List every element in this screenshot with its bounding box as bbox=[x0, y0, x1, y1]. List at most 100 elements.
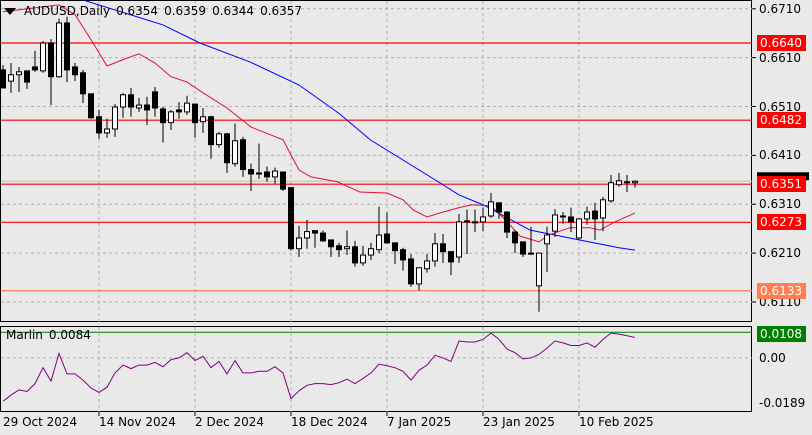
bullish-candle bbox=[480, 216, 486, 223]
price-pane-frame bbox=[0, 0, 752, 322]
price-axis-label: 0.6610 bbox=[759, 50, 801, 65]
bullish-candle bbox=[528, 252, 534, 255]
bearish-candle bbox=[400, 249, 406, 261]
bearish-candle bbox=[264, 171, 270, 178]
bearish-candle bbox=[96, 116, 102, 134]
fast-moving-average-line bbox=[2, 4, 636, 243]
bullish-candle bbox=[216, 133, 222, 146]
indicator-value: 0.0084 bbox=[48, 328, 91, 342]
indicator-title: Marlin 0.0084 bbox=[6, 328, 91, 342]
bearish-candle bbox=[568, 216, 574, 223]
indicator-axis-label: -0.0189 bbox=[759, 395, 806, 410]
bullish-candle bbox=[56, 22, 62, 78]
bearish-candle bbox=[160, 108, 166, 124]
bullish-candle bbox=[40, 42, 46, 72]
bullish-candle bbox=[432, 243, 438, 262]
slow-moving-average-line bbox=[82, 0, 636, 251]
bearish-candle bbox=[440, 243, 446, 253]
bullish-candle bbox=[136, 104, 142, 109]
bearish-candle bbox=[392, 242, 398, 252]
bullish-candle bbox=[600, 199, 606, 219]
price-axis-label: 0.6410 bbox=[759, 148, 801, 163]
bullish-candle bbox=[424, 260, 430, 270]
bearish-candle bbox=[128, 94, 134, 108]
bearish-candle bbox=[352, 246, 358, 264]
bearish-candle bbox=[408, 258, 414, 285]
bullish-candle bbox=[560, 215, 566, 218]
level-price-tag: 0.6351 bbox=[757, 176, 806, 193]
open-price: 0.6354 bbox=[116, 4, 159, 18]
date-axis-label: 18 Dec 2024 bbox=[291, 415, 368, 429]
date-axis-label: 14 Nov 2024 bbox=[99, 415, 176, 429]
bearish-candle bbox=[152, 91, 158, 109]
bearish-candle bbox=[336, 245, 342, 251]
price-axis-label: 0.6210 bbox=[759, 246, 801, 261]
bullish-candle bbox=[368, 248, 374, 256]
indicator-name: Marlin bbox=[6, 328, 43, 342]
bearish-candle bbox=[512, 231, 518, 244]
high-price: 0.6359 bbox=[164, 4, 207, 18]
bullish-candle bbox=[616, 180, 622, 186]
bullish-candle bbox=[536, 252, 542, 287]
level-price-tag: 0.6133 bbox=[757, 282, 806, 299]
bullish-candle bbox=[8, 74, 14, 82]
bearish-candle bbox=[72, 66, 78, 76]
bearish-candle bbox=[504, 211, 510, 233]
bullish-candle bbox=[576, 218, 582, 239]
bullish-candle bbox=[544, 234, 550, 245]
bearish-candle bbox=[192, 103, 198, 124]
bearish-candle bbox=[64, 22, 70, 71]
bearish-candle bbox=[320, 232, 326, 242]
bullish-candle bbox=[232, 140, 238, 165]
bullish-candle bbox=[296, 237, 302, 250]
bullish-candle bbox=[632, 180, 638, 184]
level-price-tag: 0.6640 bbox=[757, 34, 806, 51]
bullish-candle bbox=[184, 102, 190, 113]
bearish-candle bbox=[80, 72, 86, 95]
bullish-candle bbox=[360, 254, 366, 264]
bearish-candle bbox=[256, 172, 262, 175]
bullish-candle bbox=[488, 201, 494, 217]
bullish-candle bbox=[168, 111, 174, 124]
bullish-candle bbox=[112, 106, 118, 130]
bullish-candle bbox=[464, 220, 470, 223]
bearish-candle bbox=[288, 187, 294, 250]
chart-header: AUDUSD,Daily 0.6354 0.6359 0.6344 0.6357 bbox=[4, 4, 302, 18]
bullish-candle bbox=[272, 170, 278, 178]
price-axis-label: 0.6710 bbox=[759, 1, 801, 16]
indicator-level-tag: 0.0108 bbox=[757, 326, 806, 343]
bullish-candle bbox=[200, 116, 206, 123]
low-price: 0.6344 bbox=[212, 4, 255, 18]
bullish-candle bbox=[608, 182, 614, 202]
level-price-tag: 0.6273 bbox=[757, 214, 806, 231]
price-axis-label: 0.6310 bbox=[759, 197, 801, 212]
bearish-candle bbox=[240, 139, 246, 171]
bearish-candle bbox=[208, 116, 214, 146]
indicator-axis-label: 0.00 bbox=[759, 350, 786, 365]
symbol-timeframe: AUDUSD,Daily bbox=[24, 4, 111, 18]
bullish-candle bbox=[376, 234, 382, 251]
bearish-candle bbox=[88, 93, 94, 119]
bullish-candle bbox=[104, 128, 110, 134]
bearish-candle bbox=[328, 239, 334, 248]
bullish-candle bbox=[304, 231, 310, 239]
bearish-candle bbox=[592, 210, 598, 220]
bearish-candle bbox=[224, 133, 230, 164]
bullish-candle bbox=[552, 214, 558, 232]
bearish-candle bbox=[448, 251, 454, 263]
collapse-triangle-icon[interactable] bbox=[4, 7, 16, 15]
bullish-candle bbox=[456, 221, 462, 258]
bearish-candle bbox=[24, 70, 30, 83]
price-axis-label: 0.6510 bbox=[759, 99, 801, 114]
bearish-candle bbox=[144, 104, 150, 111]
bullish-candle bbox=[472, 221, 478, 224]
date-axis-label: 7 Jan 2025 bbox=[387, 415, 452, 429]
bullish-candle bbox=[344, 246, 350, 250]
bearish-candle bbox=[384, 233, 390, 244]
bearish-candle bbox=[280, 171, 286, 190]
marlin-indicator-line bbox=[2, 332, 636, 402]
date-axis-label: 2 Dec 2024 bbox=[195, 415, 265, 429]
bearish-candle bbox=[248, 169, 254, 175]
